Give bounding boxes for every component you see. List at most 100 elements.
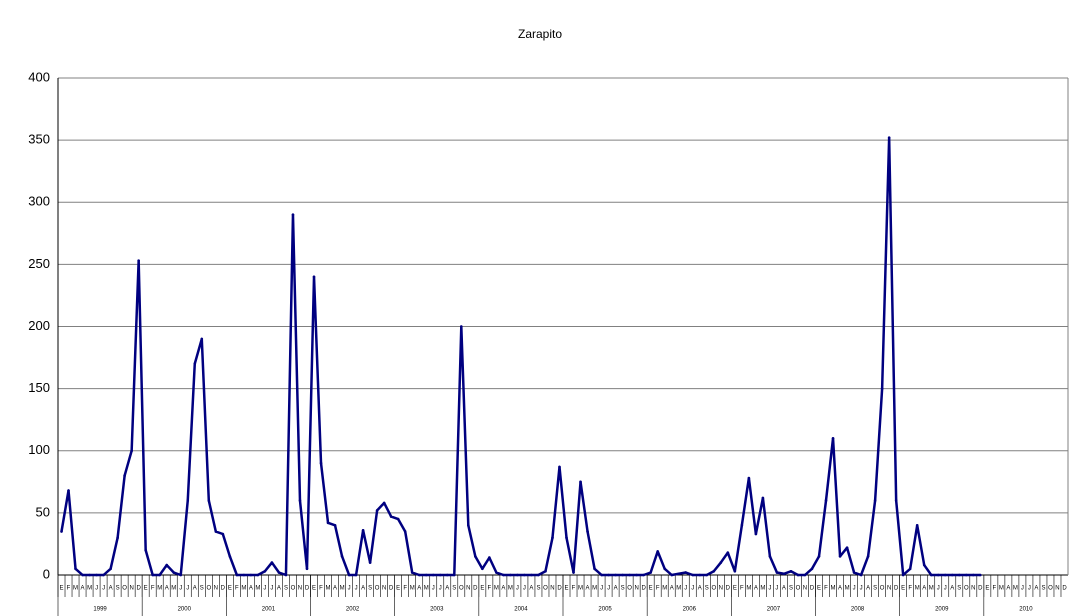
x-tick-label: E <box>480 586 484 592</box>
x-tick-label: A <box>754 586 758 592</box>
x-tick-label: S <box>1041 586 1045 592</box>
x-tick-label: A <box>670 586 674 592</box>
data-point <box>459 325 463 328</box>
data-point <box>481 567 484 571</box>
data-point <box>144 548 147 552</box>
x-tick-label: M <box>87 586 92 592</box>
data-point <box>424 573 428 577</box>
data-point <box>95 573 98 577</box>
data-point <box>908 567 912 571</box>
data-point <box>621 573 624 577</box>
x-tick-label: F <box>824 586 828 592</box>
x-tick-label: A <box>838 586 842 592</box>
data-point <box>733 569 737 573</box>
data-point <box>502 573 505 577</box>
data-point <box>305 567 309 571</box>
x-tick-label: M <box>746 586 751 592</box>
x-tick-label: A <box>529 586 533 592</box>
data-point <box>663 567 667 571</box>
data-point <box>158 573 162 577</box>
x-tick-label: F <box>993 586 997 592</box>
data-point <box>691 573 695 577</box>
x-tick-label: O <box>964 586 969 592</box>
data-point <box>340 555 344 558</box>
x-tick-label: J <box>691 586 694 592</box>
data-point <box>628 573 631 577</box>
data-point <box>537 573 540 577</box>
x-tick-label: D <box>978 586 983 592</box>
x-tick-label: N <box>887 586 891 592</box>
x-tick-label: N <box>634 586 638 592</box>
data-point <box>221 532 225 536</box>
x-tick-label: A <box>614 586 618 592</box>
data-point <box>312 275 316 279</box>
year-label: 2009 <box>935 607 949 613</box>
data-point <box>929 573 933 577</box>
year-label: 2002 <box>346 607 360 613</box>
data-point <box>544 569 547 573</box>
data-point <box>488 556 491 559</box>
x-tick-label: F <box>67 586 71 592</box>
data-point <box>137 259 140 262</box>
y-tick-label: 50 <box>36 504 50 519</box>
data-point <box>782 572 786 576</box>
data-point <box>972 573 975 577</box>
x-tick-label: F <box>908 586 912 592</box>
year-label: 2005 <box>598 607 612 613</box>
x-tick-label: F <box>403 586 407 592</box>
data-point <box>123 474 126 477</box>
x-tick-label: E <box>228 586 232 592</box>
data-point <box>607 573 610 577</box>
x-tick-label: A <box>249 586 253 592</box>
x-tick-label: S <box>536 586 540 592</box>
data-point <box>642 573 645 577</box>
year-label: 2010 <box>1019 607 1033 613</box>
data-point <box>200 337 204 341</box>
x-tick-label: A <box>1006 586 1010 592</box>
y-tick-label: 0 <box>43 566 50 581</box>
x-tick-label: J <box>937 586 940 592</box>
data-point <box>186 499 190 502</box>
data-point <box>319 461 323 465</box>
x-tick-label: A <box>165 586 169 592</box>
x-tick-label: S <box>116 586 120 592</box>
data-point <box>768 555 772 558</box>
y-tick-label: 150 <box>28 380 50 395</box>
x-tick-label: N <box>129 586 133 592</box>
year-label: 2003 <box>430 607 444 613</box>
data-point <box>551 536 554 540</box>
x-tick-label: A <box>417 586 421 592</box>
data-point <box>915 524 919 527</box>
x-tick-label: N <box>550 586 554 592</box>
year-label: 1999 <box>93 607 107 613</box>
data-point <box>179 573 183 577</box>
x-tick-label: M <box>999 586 1004 592</box>
x-tick-label: A <box>922 586 926 592</box>
x-tick-label: A <box>698 586 702 592</box>
x-tick-label: J <box>516 586 519 592</box>
data-point <box>361 528 365 532</box>
x-tick-label: N <box>382 586 386 592</box>
year-label: 2006 <box>683 607 697 613</box>
x-tick-label: S <box>957 586 961 592</box>
data-point <box>474 555 477 558</box>
data-point <box>410 571 414 574</box>
data-point <box>964 573 968 577</box>
x-tick-label: J <box>355 586 358 592</box>
year-label: 2004 <box>514 607 528 613</box>
data-point <box>670 573 674 577</box>
x-tick-label: S <box>368 586 372 592</box>
x-tick-label: M <box>494 586 499 592</box>
x-tick-label: N <box>214 586 218 592</box>
data-point <box>368 561 372 564</box>
x-tick-label: A <box>586 586 590 592</box>
data-point <box>165 563 169 567</box>
x-tick-label: J <box>607 586 610 592</box>
x-tick-label: D <box>1062 586 1067 592</box>
x-tick-label: F <box>572 586 576 592</box>
x-tick-label: O <box>880 586 885 592</box>
data-point <box>810 567 814 571</box>
x-tick-label: S <box>621 586 625 592</box>
x-tick-label: J <box>102 586 105 592</box>
data-point <box>242 573 246 577</box>
